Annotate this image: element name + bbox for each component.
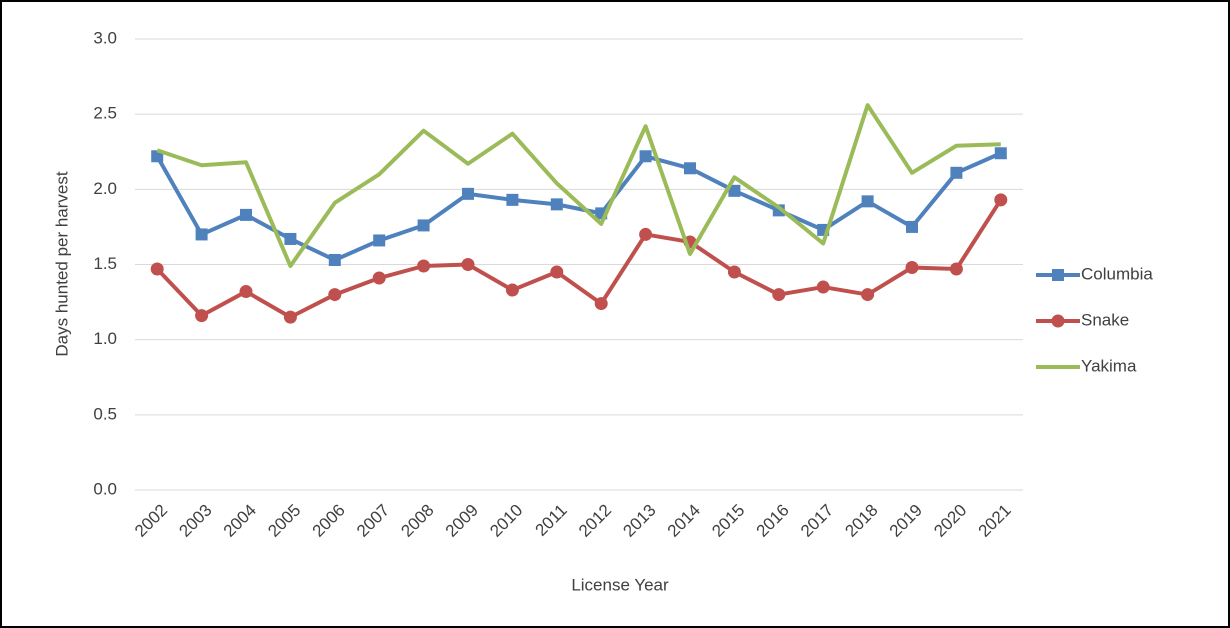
marker bbox=[373, 234, 386, 247]
marker bbox=[417, 259, 431, 273]
marker bbox=[461, 258, 475, 271]
marker bbox=[506, 193, 519, 206]
series-line bbox=[155, 198, 1003, 320]
y-axis-title: Days hunted per harvest bbox=[52, 171, 71, 356]
marker bbox=[1052, 269, 1064, 281]
marker bbox=[1051, 314, 1065, 328]
marker bbox=[639, 150, 652, 163]
marker bbox=[684, 162, 696, 175]
y-tick-label: 1.5 bbox=[93, 254, 117, 273]
marker bbox=[328, 288, 342, 302]
marker bbox=[283, 310, 297, 324]
marker bbox=[239, 285, 253, 299]
marker bbox=[816, 280, 830, 294]
y-tick-label: 1.0 bbox=[93, 329, 117, 348]
marker bbox=[905, 261, 919, 275]
marker bbox=[195, 228, 208, 241]
marker bbox=[994, 193, 1008, 207]
marker bbox=[372, 271, 386, 285]
legend-label: Yakima bbox=[1081, 356, 1137, 375]
marker bbox=[150, 262, 164, 276]
marker bbox=[906, 220, 918, 233]
marker bbox=[550, 198, 563, 211]
y-tick-label: 0.5 bbox=[93, 404, 117, 423]
y-tick-label: 3.0 bbox=[93, 28, 117, 47]
marker bbox=[462, 187, 474, 200]
marker bbox=[994, 147, 1007, 160]
y-tick-label: 2.0 bbox=[93, 179, 117, 198]
legend-label: Snake bbox=[1081, 310, 1129, 329]
marker bbox=[284, 232, 297, 245]
legend-label: Columbia bbox=[1081, 264, 1153, 283]
y-tick-label: 0.0 bbox=[93, 479, 117, 498]
marker bbox=[727, 265, 741, 279]
marker bbox=[195, 309, 209, 323]
marker bbox=[240, 208, 252, 221]
marker bbox=[550, 265, 564, 279]
marker bbox=[728, 184, 741, 197]
marker bbox=[505, 283, 519, 297]
y-tick-label: 2.5 bbox=[93, 104, 117, 123]
marker bbox=[594, 297, 608, 311]
marker bbox=[772, 288, 786, 302]
series-line bbox=[156, 103, 1001, 269]
marker bbox=[328, 253, 341, 266]
marker bbox=[950, 166, 963, 179]
marker bbox=[861, 288, 875, 302]
marker bbox=[949, 262, 963, 276]
x-axis-title: License Year bbox=[571, 575, 669, 594]
marker bbox=[861, 195, 874, 208]
marker bbox=[639, 227, 653, 241]
marker bbox=[417, 219, 430, 232]
series-line bbox=[155, 151, 1002, 262]
